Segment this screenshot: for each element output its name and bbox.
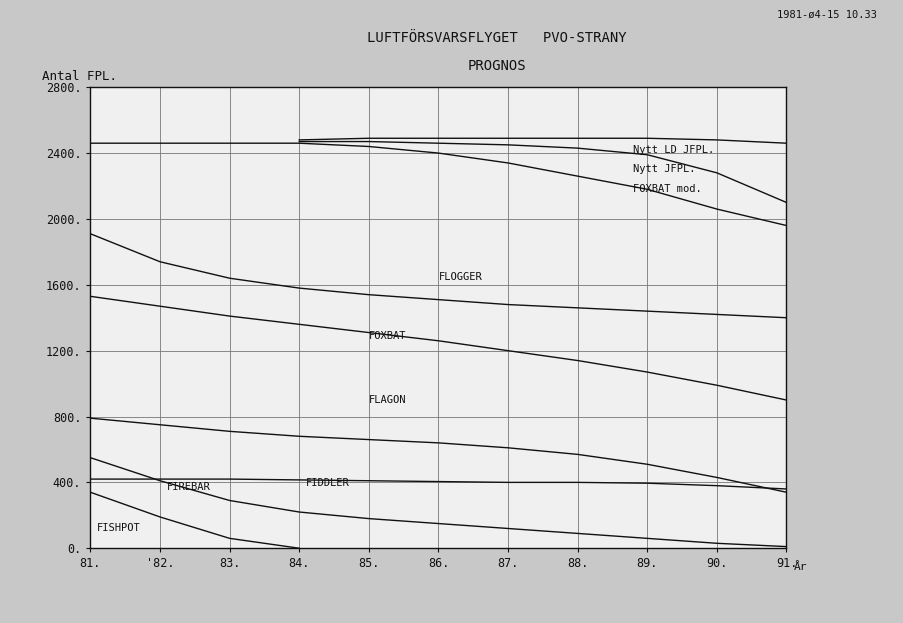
Text: FOXBAT mod.: FOXBAT mod. <box>633 184 702 194</box>
Text: Antal FPL.: Antal FPL. <box>42 70 116 83</box>
Text: FISHPOT: FISHPOT <box>98 523 141 533</box>
Text: FOXBAT: FOXBAT <box>368 331 405 341</box>
Text: Nytt JFPL.: Nytt JFPL. <box>633 164 695 174</box>
Text: FLOGGER: FLOGGER <box>438 272 481 282</box>
Text: FIDDLER: FIDDLER <box>306 478 349 488</box>
Text: FLAGON: FLAGON <box>368 395 405 405</box>
Text: Nytt LD JFPL.: Nytt LD JFPL. <box>633 145 713 155</box>
Text: 1981-ø4-15 10.33: 1981-ø4-15 10.33 <box>776 9 876 19</box>
Text: År: År <box>793 562 806 572</box>
Text: PROGNOS: PROGNOS <box>468 59 526 73</box>
Text: FIREBAR: FIREBAR <box>167 482 210 492</box>
Text: LUFTFÖRSVARSFLYGET   PVO-STRANY: LUFTFÖRSVARSFLYGET PVO-STRANY <box>367 31 627 45</box>
